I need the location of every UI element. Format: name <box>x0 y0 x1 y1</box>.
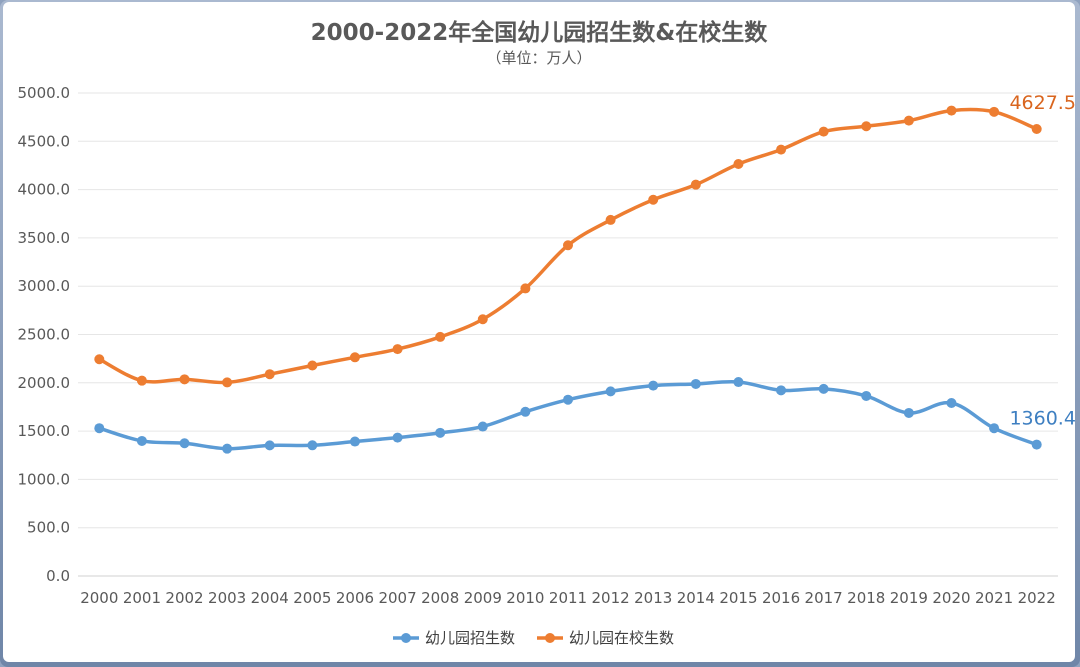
x-tick-label: 2020 <box>932 589 970 607</box>
data-point <box>307 360 318 371</box>
y-tick-label: 0.0 <box>46 567 70 585</box>
data-point <box>818 126 829 137</box>
x-tick-label: 2011 <box>549 589 587 607</box>
x-tick-label: 2017 <box>805 589 843 607</box>
x-tick-label: 2004 <box>251 589 289 607</box>
x-axis: 2000 2001 2002 2003 2004 2005 2006 2007 2008 2009… <box>80 589 1056 607</box>
y-tick-label: 4500.0 <box>18 132 71 150</box>
legend-label-1: 幼儿园在校生数 <box>569 629 674 647</box>
y-tick-label: 3000.0 <box>18 277 71 295</box>
x-tick-label: 2002 <box>165 589 203 607</box>
x-tick-label: 2013 <box>634 589 672 607</box>
data-point <box>520 406 531 417</box>
x-tick-label: 2001 <box>123 589 161 607</box>
x-tick-label: 2012 <box>592 589 630 607</box>
data-point <box>648 194 659 205</box>
x-tick-label: 2009 <box>464 589 502 607</box>
legend: 幼儿园招生数 幼儿园在校生数 <box>393 629 674 647</box>
data-point <box>563 240 573 251</box>
x-tick-label: 2010 <box>506 589 544 607</box>
data-point <box>605 386 616 397</box>
series-line-0 <box>97 380 1039 451</box>
line-chart: 2000-2022年全国幼儿园招生数&在校生数 （单位：万人） 0.0 500.0… <box>18 19 1076 647</box>
data-point <box>264 369 275 380</box>
data-point <box>349 436 360 447</box>
x-tick-label: 2015 <box>719 589 757 607</box>
data-point <box>690 378 701 389</box>
legend-marker-0 <box>401 633 411 643</box>
data-point <box>136 375 147 386</box>
x-tick-label: 2003 <box>208 589 246 607</box>
data-point <box>264 440 275 451</box>
data-point <box>222 443 233 454</box>
data-point <box>690 179 701 190</box>
data-point <box>94 354 105 365</box>
x-tick-label: 2006 <box>336 589 374 607</box>
data-point <box>477 421 488 432</box>
data-point <box>307 440 318 451</box>
data-point <box>94 423 105 434</box>
y-tick-label: 2000.0 <box>18 374 71 392</box>
data-label: 1360.4 <box>1009 408 1075 430</box>
data-point <box>946 397 957 408</box>
y-tick-label: 1000.0 <box>18 470 71 488</box>
y-tick-label: 2500.0 <box>18 326 71 344</box>
x-tick-label: 2021 <box>975 589 1013 607</box>
x-tick-label: 2014 <box>677 589 715 607</box>
y-tick-label: 5000.0 <box>18 84 71 102</box>
y-tick-label: 1500.0 <box>18 422 71 440</box>
chart-card: 2000-2022年全国幼儿园招生数&在校生数 （单位：万人） 0.0 500.0… <box>3 2 1075 662</box>
data-point <box>861 390 872 401</box>
data-point <box>989 423 1000 434</box>
data-point <box>903 407 914 418</box>
data-point <box>1031 123 1042 134</box>
data-point <box>776 385 787 396</box>
data-point <box>563 394 573 405</box>
data-point <box>392 432 403 443</box>
data-point <box>733 377 744 388</box>
y-tick-label: 500.0 <box>27 519 70 537</box>
x-tick-label: 2007 <box>378 589 416 607</box>
chart-title: 2000-2022年全国幼儿园招生数&在校生数 <box>311 19 769 46</box>
x-tick-label: 2000 <box>80 589 118 607</box>
x-tick-label: 2018 <box>847 589 885 607</box>
data-point <box>435 427 446 438</box>
data-point <box>222 377 233 388</box>
x-tick-label: 2019 <box>890 589 928 607</box>
legend-label-0: 幼儿园招生数 <box>425 629 515 647</box>
legend-marker-1 <box>545 633 555 643</box>
data-point <box>903 115 914 126</box>
x-tick-label: 2008 <box>421 589 459 607</box>
data-label: 4627.5 <box>1009 92 1075 114</box>
data-point <box>349 352 360 363</box>
data-point <box>989 106 1000 117</box>
data-point <box>477 314 488 325</box>
series-group: 1360.4 4627.5 <box>94 92 1075 454</box>
data-point <box>818 383 829 394</box>
x-tick-label: 2022 <box>1018 589 1056 607</box>
x-tick-label: 2005 <box>293 589 331 607</box>
data-point <box>648 380 659 391</box>
data-point <box>392 344 403 355</box>
data-point <box>520 283 531 294</box>
chart-subtitle: （单位：万人） <box>486 49 591 67</box>
data-point <box>1031 439 1042 450</box>
y-axis: 0.0 500.0 1000.0 1500.0 2000.0 2500.0 3000.0 35… <box>18 84 71 585</box>
data-point <box>776 144 787 155</box>
data-point <box>733 159 744 170</box>
x-tick-label: 2016 <box>762 589 800 607</box>
data-point <box>861 121 872 132</box>
data-point <box>946 105 957 116</box>
data-point <box>179 438 190 449</box>
grid-lines <box>78 92 1058 577</box>
data-point <box>136 435 147 446</box>
y-tick-label: 4000.0 <box>18 181 71 199</box>
data-point <box>179 374 190 385</box>
data-point <box>605 214 616 225</box>
data-point <box>435 331 446 342</box>
y-tick-label: 3500.0 <box>18 229 71 247</box>
